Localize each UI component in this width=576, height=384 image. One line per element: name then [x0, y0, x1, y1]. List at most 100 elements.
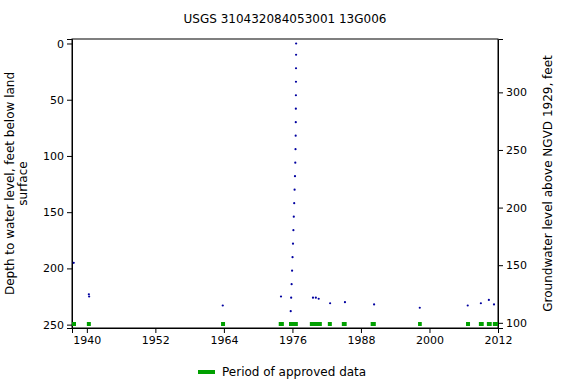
data-point	[280, 295, 282, 297]
y2-axis-line	[499, 40, 504, 329]
x-tick: 1964	[210, 328, 238, 347]
x-tick: 2000	[416, 328, 444, 347]
data-point	[318, 298, 320, 300]
x-tick-label: 1952	[142, 334, 170, 347]
approved-period	[487, 322, 492, 326]
y-axis-title: surface	[16, 161, 30, 205]
data-point	[88, 295, 90, 297]
y2-tick-mark	[498, 265, 503, 266]
y2-tick-label: 250	[506, 144, 527, 157]
approved-period	[328, 322, 332, 326]
y-tick-label: 250	[43, 319, 64, 332]
y-tick-label: 200	[43, 262, 64, 275]
data-point	[88, 293, 90, 295]
y-tick-mark	[67, 100, 72, 101]
data-point	[295, 81, 297, 83]
x-tick-label: 2012	[485, 334, 513, 347]
x-tick-mark	[292, 328, 293, 333]
approved-period	[289, 322, 298, 326]
approved-period	[87, 322, 91, 326]
approved-period	[479, 322, 484, 326]
approved-period	[310, 322, 322, 326]
y-tick: 250	[43, 319, 72, 332]
x-tick-mark	[429, 328, 430, 333]
y2-tick: 250	[498, 144, 527, 157]
data-point	[293, 189, 295, 191]
data-point	[295, 67, 297, 69]
y2-tick-label: 100	[506, 317, 527, 330]
legend: Period of approved data	[198, 365, 366, 379]
data-point	[73, 262, 75, 264]
y-tick-mark	[67, 325, 72, 326]
data-marks	[72, 42, 498, 326]
data-point	[295, 42, 297, 44]
y-tick: 150	[43, 206, 72, 219]
y2-tick-label: 300	[506, 86, 527, 99]
data-point	[294, 175, 296, 177]
legend-label: Period of approved data	[222, 365, 366, 379]
data-point	[373, 303, 375, 305]
data-point	[291, 283, 293, 285]
x-tick-mark	[224, 328, 225, 333]
data-point	[293, 216, 295, 218]
x-tick-mark	[155, 328, 156, 333]
x-tick-label: 1988	[347, 334, 375, 347]
data-point	[295, 121, 297, 123]
title: USGS 310432084053001 13G006	[184, 12, 387, 26]
y2-tick-mark	[498, 323, 503, 324]
x-tick: 2012	[485, 328, 513, 347]
data-point	[312, 297, 314, 299]
y2-tick-mark	[498, 208, 503, 209]
data-point	[294, 162, 296, 164]
legend-swatch	[198, 370, 215, 374]
x-tick-label: 1976	[279, 334, 307, 347]
data-point	[291, 270, 293, 272]
y-axis-line	[67, 40, 73, 329]
data-point	[480, 302, 482, 304]
data-point	[295, 108, 297, 110]
y-tick-mark	[67, 156, 72, 157]
approved-period	[418, 322, 422, 326]
data-point	[493, 303, 495, 305]
approved-period	[493, 322, 498, 326]
data-point	[315, 297, 317, 299]
data-point	[292, 243, 294, 245]
x-tick: 1976	[279, 328, 307, 347]
y2-tick-label: 200	[506, 202, 527, 215]
data-point	[419, 307, 421, 309]
y-tick-label: 50	[50, 94, 64, 107]
plot-frame	[72, 39, 498, 328]
y2-tick-label: 150	[506, 259, 527, 272]
y-tick: 50	[50, 94, 72, 107]
y2-tick-mark	[498, 150, 503, 151]
y-tick-mark	[67, 268, 72, 269]
chart: 1940 1952 1964 1976 1988 2000 2012 0 50 100 150 200…	[0, 0, 576, 384]
x-tick-label: 1940	[73, 334, 101, 347]
data-point	[290, 297, 292, 299]
y2-axis-title: Groundwater level above NGVD 1929, feet	[541, 55, 555, 312]
data-point	[294, 148, 296, 150]
x-tick-label: 2000	[416, 334, 444, 347]
data-point	[329, 302, 331, 304]
y-tick-mark	[67, 43, 72, 44]
x-tick: 1940	[73, 328, 101, 347]
y-tick-label: 100	[43, 150, 64, 163]
data-point	[295, 94, 297, 96]
y-tick-label: 150	[43, 206, 64, 219]
data-point	[488, 299, 490, 301]
data-point	[291, 256, 293, 258]
y2-tick-mark	[498, 92, 503, 93]
data-point	[290, 310, 292, 312]
y-axis-title: Depth to water level, feet below land	[3, 72, 17, 295]
y2-tick: 150	[498, 259, 527, 272]
y2-axis: 100 150 200 250 300	[498, 40, 527, 330]
approved-period	[371, 322, 376, 326]
y-tick: 200	[43, 262, 72, 275]
approved-period	[279, 322, 284, 326]
data-point	[292, 229, 294, 231]
y2-tick: 300	[498, 86, 527, 99]
x-tick-mark	[87, 328, 88, 333]
y-tick: 0	[57, 38, 72, 51]
x-tick-mark	[361, 328, 362, 333]
plot-area: 1940 1952 1964 1976 1988 2000 2012 0 50 100 150 200…	[43, 38, 527, 347]
